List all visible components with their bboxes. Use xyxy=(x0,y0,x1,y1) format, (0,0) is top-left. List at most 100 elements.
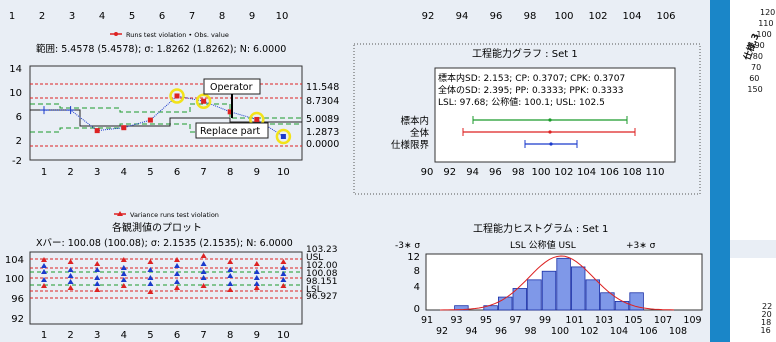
top-tick: 2 xyxy=(39,11,45,22)
observation-marker xyxy=(147,275,154,280)
obs-limit-label: USL xyxy=(306,253,323,263)
cap-top-tick: 92 xyxy=(422,11,435,22)
top-tick: 5 xyxy=(129,11,135,22)
cap-x-tick: 104 xyxy=(577,167,596,178)
observation-marker xyxy=(227,267,234,272)
x-tick: 6 xyxy=(174,167,180,178)
side-top-label: 70 xyxy=(751,63,762,72)
obs-x-tick: 3 xyxy=(94,330,100,341)
observation-marker xyxy=(147,289,154,294)
capability-graph-panel: 92 94 96 98 100 102 104 106 工程能力グラフ : Set 1 標本内… xyxy=(345,0,705,200)
observation-marker xyxy=(174,271,180,276)
x-tick-labels: 1 2 3 4 5 6 7 8 9 10 xyxy=(41,167,290,178)
row-label-within: 標本内 xyxy=(400,115,429,127)
cap-top-tick: 100 xyxy=(554,11,573,22)
replace-callout-box xyxy=(195,122,269,139)
histogram-bar xyxy=(497,296,513,311)
minus-3sigma: -3∗ σ xyxy=(395,241,420,251)
data-point xyxy=(227,109,233,115)
observation-marker xyxy=(41,283,47,288)
side-bottom-label: 16 xyxy=(760,326,771,335)
obs-x-tick: 10 xyxy=(277,330,290,341)
limit-label: 0.0000 xyxy=(306,139,339,150)
hist-x-tick-bottom: 108 xyxy=(669,326,687,337)
observation-marker xyxy=(280,271,287,276)
histogram-bar xyxy=(541,270,557,311)
cap-top-tick: 98 xyxy=(524,11,537,22)
box-line-2: 全体のSD: 2.395; PP: 0.3333; PPK: 0.3333 xyxy=(438,84,623,96)
cap-top-tick: 104 xyxy=(622,11,641,22)
obs-limit-label: 103.23 xyxy=(306,245,338,255)
observation-marker xyxy=(200,269,207,274)
observation-marker xyxy=(174,279,180,284)
replace-callout: Replace part xyxy=(200,126,260,137)
hist-x-tick-top: 103 xyxy=(595,315,613,326)
top-tick-labels: 1 2 3 4 5 6 7 8 9 10 xyxy=(9,11,289,22)
cap-x-tick: 100 xyxy=(531,167,550,178)
normal-curve xyxy=(439,255,675,311)
observation-marker xyxy=(280,259,287,264)
side-top-label: 60 xyxy=(749,74,760,83)
observation-marker xyxy=(94,287,101,292)
observation-marker xyxy=(67,285,74,290)
top-tick: 6 xyxy=(159,11,165,22)
side-top-label: 110 xyxy=(758,19,774,28)
hist-x-tick-bottom: 100 xyxy=(551,326,569,337)
center-line xyxy=(30,109,302,127)
x-tick: 2 xyxy=(67,167,73,178)
highlight-ring xyxy=(195,93,212,109)
top-tick: 10 xyxy=(276,11,289,22)
operator-callout: Operator xyxy=(210,82,253,93)
side-white-panel-bottom xyxy=(730,258,776,342)
top-tick: 9 xyxy=(249,11,255,22)
hist-x-tick-top: 93 xyxy=(450,315,462,326)
cap-x-tick: 92 xyxy=(443,167,456,178)
y-tick-labels: 14 10 6 2 -2 xyxy=(9,64,22,167)
observation-marker xyxy=(147,259,154,264)
y-tick: 2 xyxy=(16,136,22,147)
observation-marker xyxy=(41,263,47,268)
hist-x-tick-top: 97 xyxy=(509,315,521,326)
side-top-label: 150 xyxy=(747,85,763,94)
capability-histogram-svg: 工程能力ヒストグラム : Set 1 -3∗ σ LSL 公称値 USL +3∗… xyxy=(395,222,703,337)
histogram-bar xyxy=(512,288,528,311)
obs-y-tick: 92 xyxy=(11,314,24,325)
side-bottom-label: 22 xyxy=(762,302,773,311)
observation-marker xyxy=(41,257,47,262)
x-tick: 7 xyxy=(200,167,206,178)
observation-marker xyxy=(280,283,287,288)
observation-marker xyxy=(174,285,180,290)
histogram-bar xyxy=(556,257,571,311)
obs-limit-label: 102.00 xyxy=(306,261,338,271)
observation-marker xyxy=(67,279,74,284)
observation-marker xyxy=(147,267,154,272)
hist-y-tick: 8 xyxy=(414,266,420,277)
hist-x-tick-top: 105 xyxy=(624,315,642,326)
y-tick: 10 xyxy=(9,88,22,99)
stats-label: 範囲: 5.4578 (5.4578); σ: 1.8262 (1.8262);… xyxy=(36,43,286,55)
limit-label: 1.2873 xyxy=(306,127,339,138)
box-line-3: LSL: 97.68; 公称値: 100.1; USL: 102.5 xyxy=(438,96,605,108)
hist-x-tick-top: 99 xyxy=(539,315,551,326)
x-tick: 3 xyxy=(94,167,100,178)
capability-plot-area xyxy=(434,67,676,163)
observation-marker xyxy=(200,275,207,280)
data-point xyxy=(280,134,286,139)
observation-marker xyxy=(120,283,127,288)
control-chart-svg: 1 2 3 4 5 6 7 8 9 10 Runs test violation • Obs. v… xyxy=(9,11,339,178)
observation-marker xyxy=(120,271,127,276)
series-line xyxy=(44,95,284,137)
histogram-bar xyxy=(570,266,586,311)
box-line-1: 標本内SD: 2.153; CP: 0.3707; CPK: 0.3707 xyxy=(438,72,625,84)
observation-marker xyxy=(280,277,287,282)
top-tick: 3 xyxy=(69,11,75,22)
hist-x-tick-top: 95 xyxy=(480,315,492,326)
cap-x-tick: 102 xyxy=(554,167,573,178)
cap-top-tick: 94 xyxy=(456,11,469,22)
data-point xyxy=(174,93,180,99)
hist-x-ticks: 91 93 95 97 99 101 103 105 107 109 92 94 96 98 100 102 1… xyxy=(421,315,702,337)
observation-marker xyxy=(200,261,207,266)
observation-title: 各観測値のプロット xyxy=(112,221,202,234)
